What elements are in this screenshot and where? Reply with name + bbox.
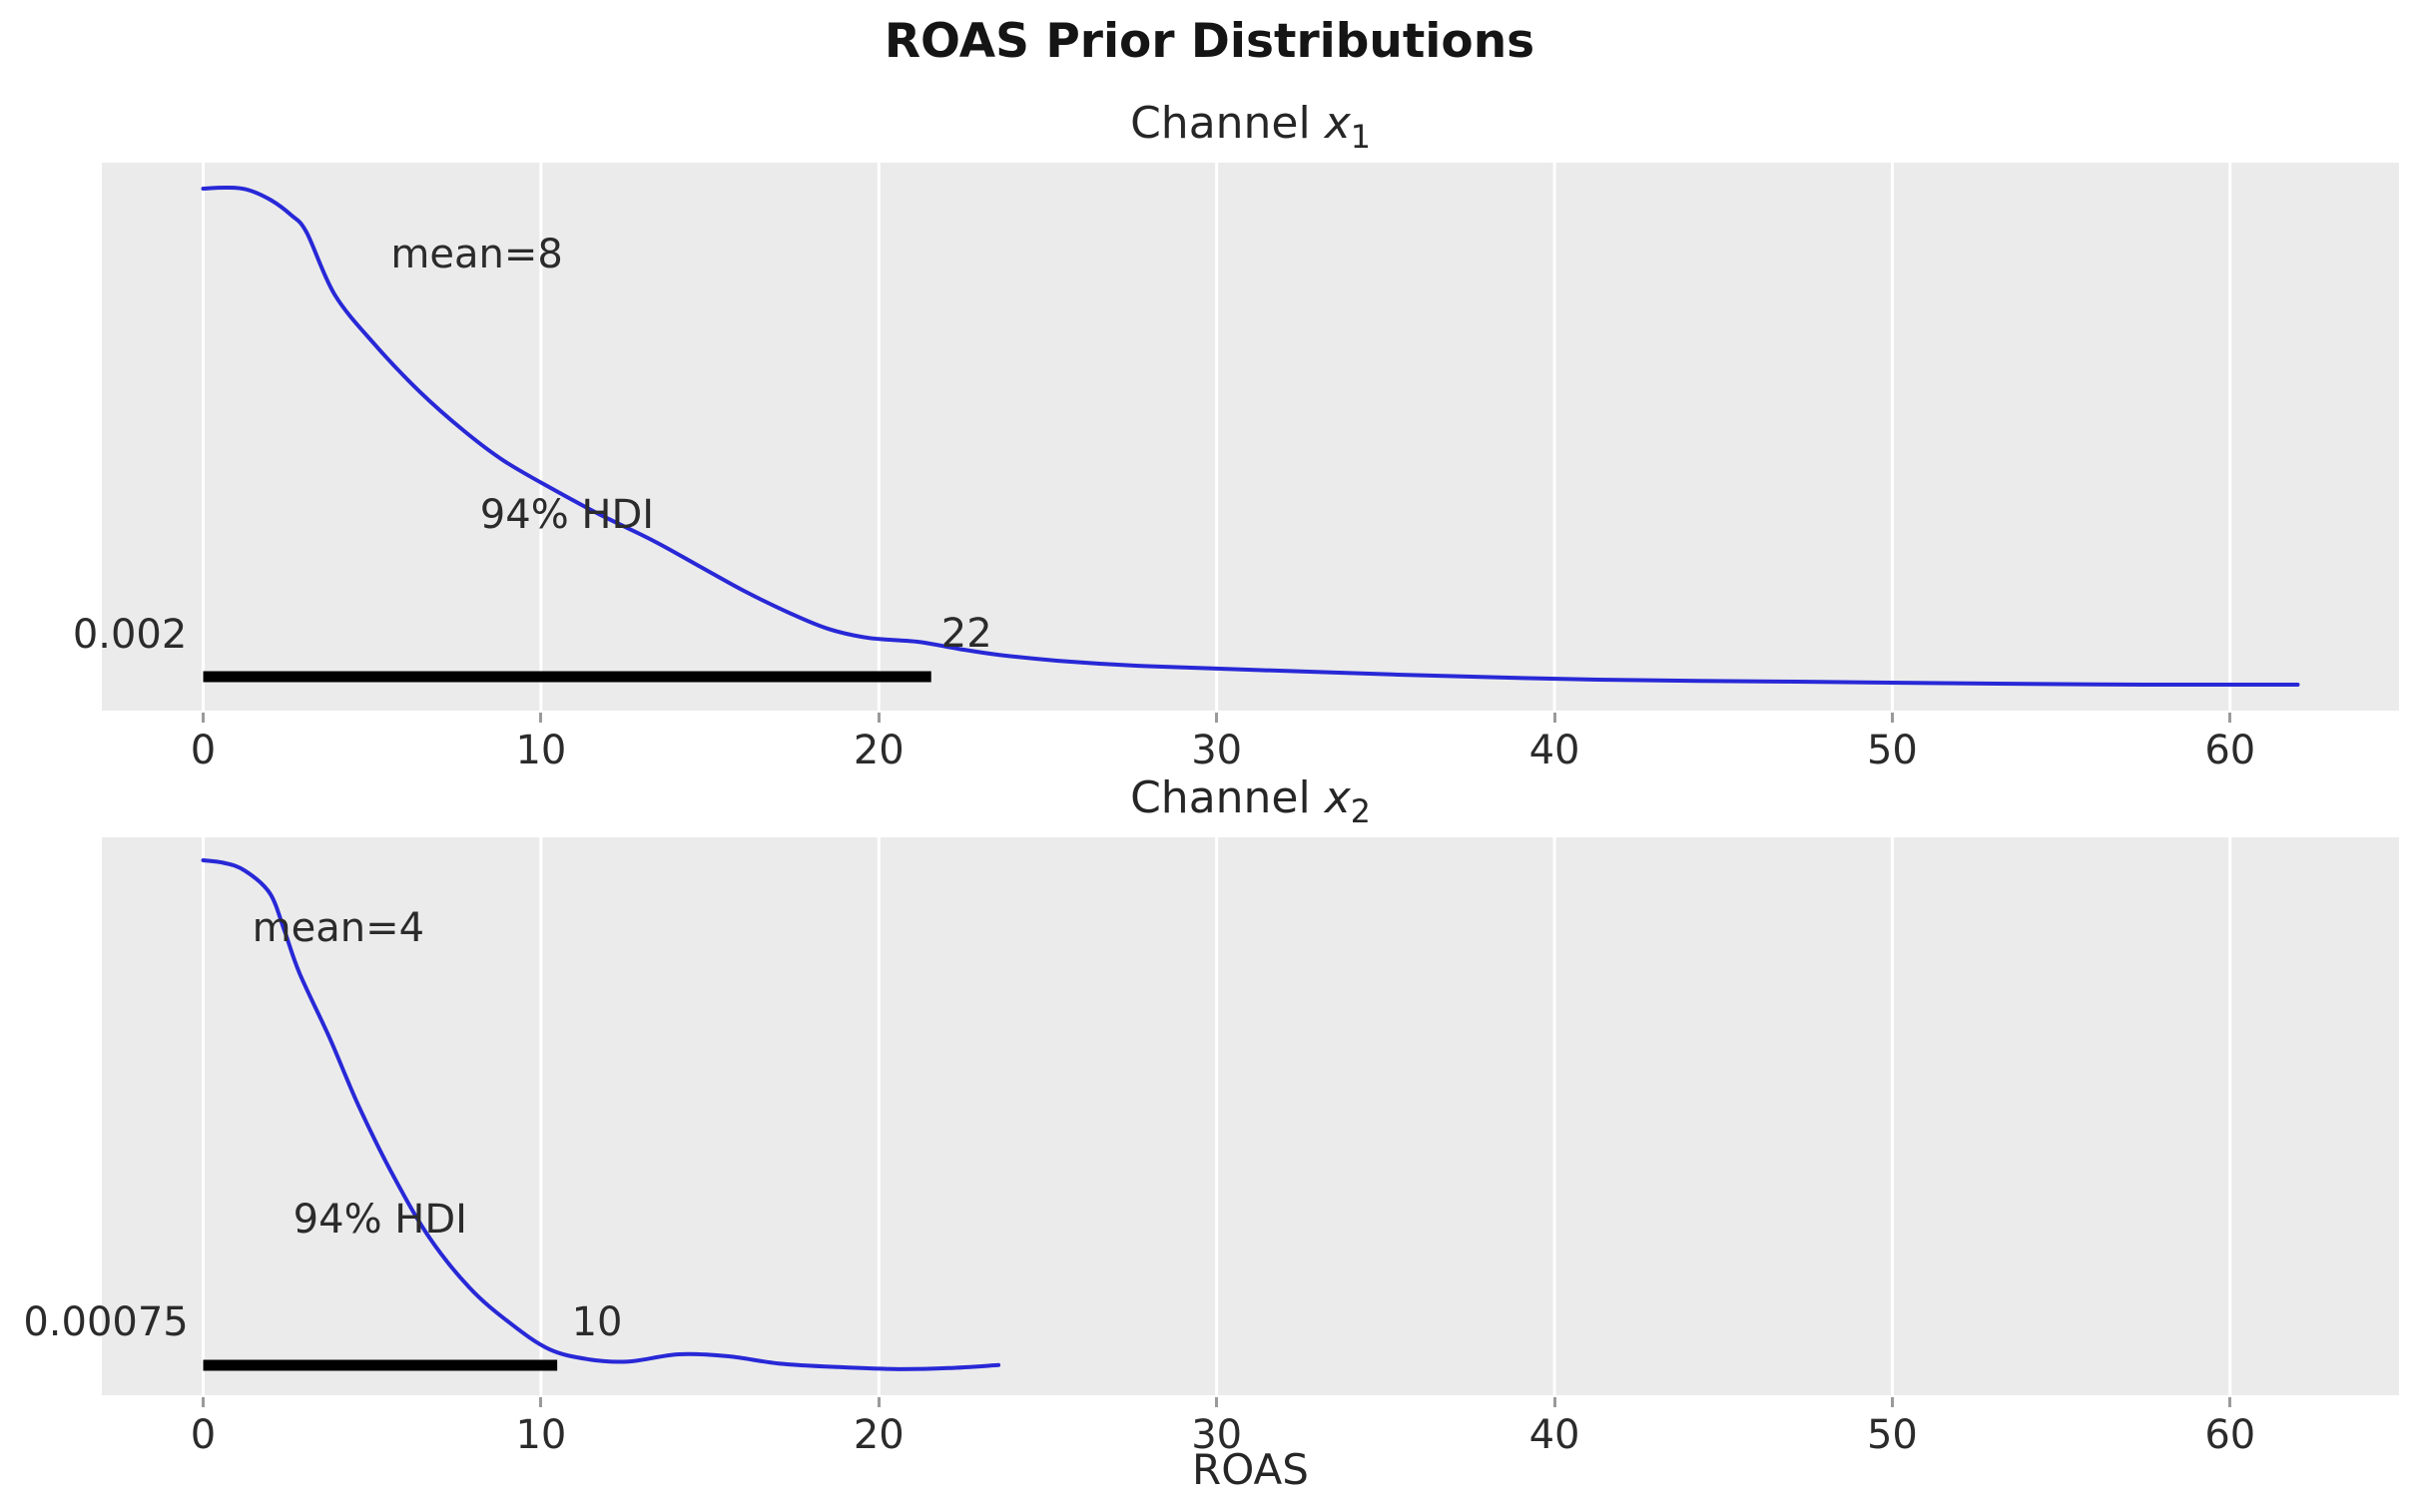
subplot-title-text: Channel xyxy=(1130,772,1325,823)
x-tick-label: 40 xyxy=(1528,728,1580,773)
figure-title: ROAS Prior Distributions xyxy=(884,14,1535,69)
x-tick-label: 50 xyxy=(1866,1412,1918,1458)
x-tick-label: 40 xyxy=(1528,1412,1580,1458)
x-tick-label: 10 xyxy=(515,1412,567,1458)
hdi-upper-value: 22 xyxy=(940,611,992,658)
mean-label: mean=8 xyxy=(390,232,563,278)
subplot-title-channel-x2: Channel x2 xyxy=(102,772,2399,830)
x-tick-mark xyxy=(877,1397,881,1407)
x-tick-mark xyxy=(1890,1397,1894,1407)
x-tick-mark xyxy=(877,713,881,723)
x-tick-mark xyxy=(2228,713,2232,723)
subplot-title-channel-x1: Channel x1 xyxy=(102,98,2399,156)
x-tick-mark xyxy=(1890,713,1894,723)
x-tick-label: 60 xyxy=(2204,1412,2256,1458)
x-tick-mark xyxy=(1552,1397,1556,1407)
x-tick-label: 0 xyxy=(190,1412,217,1458)
subplot-title-text: Channel xyxy=(1130,98,1325,149)
subplot-title-var: x xyxy=(1324,98,1351,149)
subplot-title-var: x xyxy=(1324,772,1351,823)
plot-area-channel-x2 xyxy=(102,837,2399,1395)
hdi-lower-value: 0.002 xyxy=(72,612,188,659)
kde-plot-svg xyxy=(201,837,2232,1395)
x-tick-mark xyxy=(539,713,543,723)
mean-label: mean=4 xyxy=(252,904,425,951)
x-tick-mark xyxy=(1215,1397,1219,1407)
hdi-upper-value: 10 xyxy=(571,1299,623,1346)
x-tick-label: 20 xyxy=(853,728,905,773)
x-tick-label: 30 xyxy=(1191,728,1243,773)
x-tick-label: 50 xyxy=(1866,728,1918,773)
kde-density-curve xyxy=(201,185,2300,688)
subplot-title-subscript: 2 xyxy=(1350,793,1371,830)
plot-area-channel-x1 xyxy=(102,163,2399,711)
x-tick-label: 0 xyxy=(190,728,217,773)
x-axis-label: ROAS xyxy=(1192,1445,1309,1494)
x-tick-mark xyxy=(1215,713,1219,723)
x-tick-mark xyxy=(539,1397,543,1407)
x-tick-label: 10 xyxy=(515,728,567,773)
x-tick-mark xyxy=(202,713,205,723)
x-tick-label: 20 xyxy=(853,1412,905,1458)
x-tick-label: 60 xyxy=(2204,728,2256,773)
kde-density-curve xyxy=(201,857,1001,1371)
hdi-label: 94% HDI xyxy=(479,492,655,539)
x-tick-mark xyxy=(202,1397,205,1407)
x-tick-label: 30 xyxy=(1191,1412,1243,1458)
kde-plot-svg xyxy=(201,163,2300,711)
x-tick-mark xyxy=(1552,713,1556,723)
subplot-title-subscript: 1 xyxy=(1350,119,1371,156)
x-tick-mark xyxy=(2228,1397,2232,1407)
hdi-lower-value: 0.00075 xyxy=(23,1299,189,1346)
hdi-label: 94% HDI xyxy=(293,1196,467,1243)
